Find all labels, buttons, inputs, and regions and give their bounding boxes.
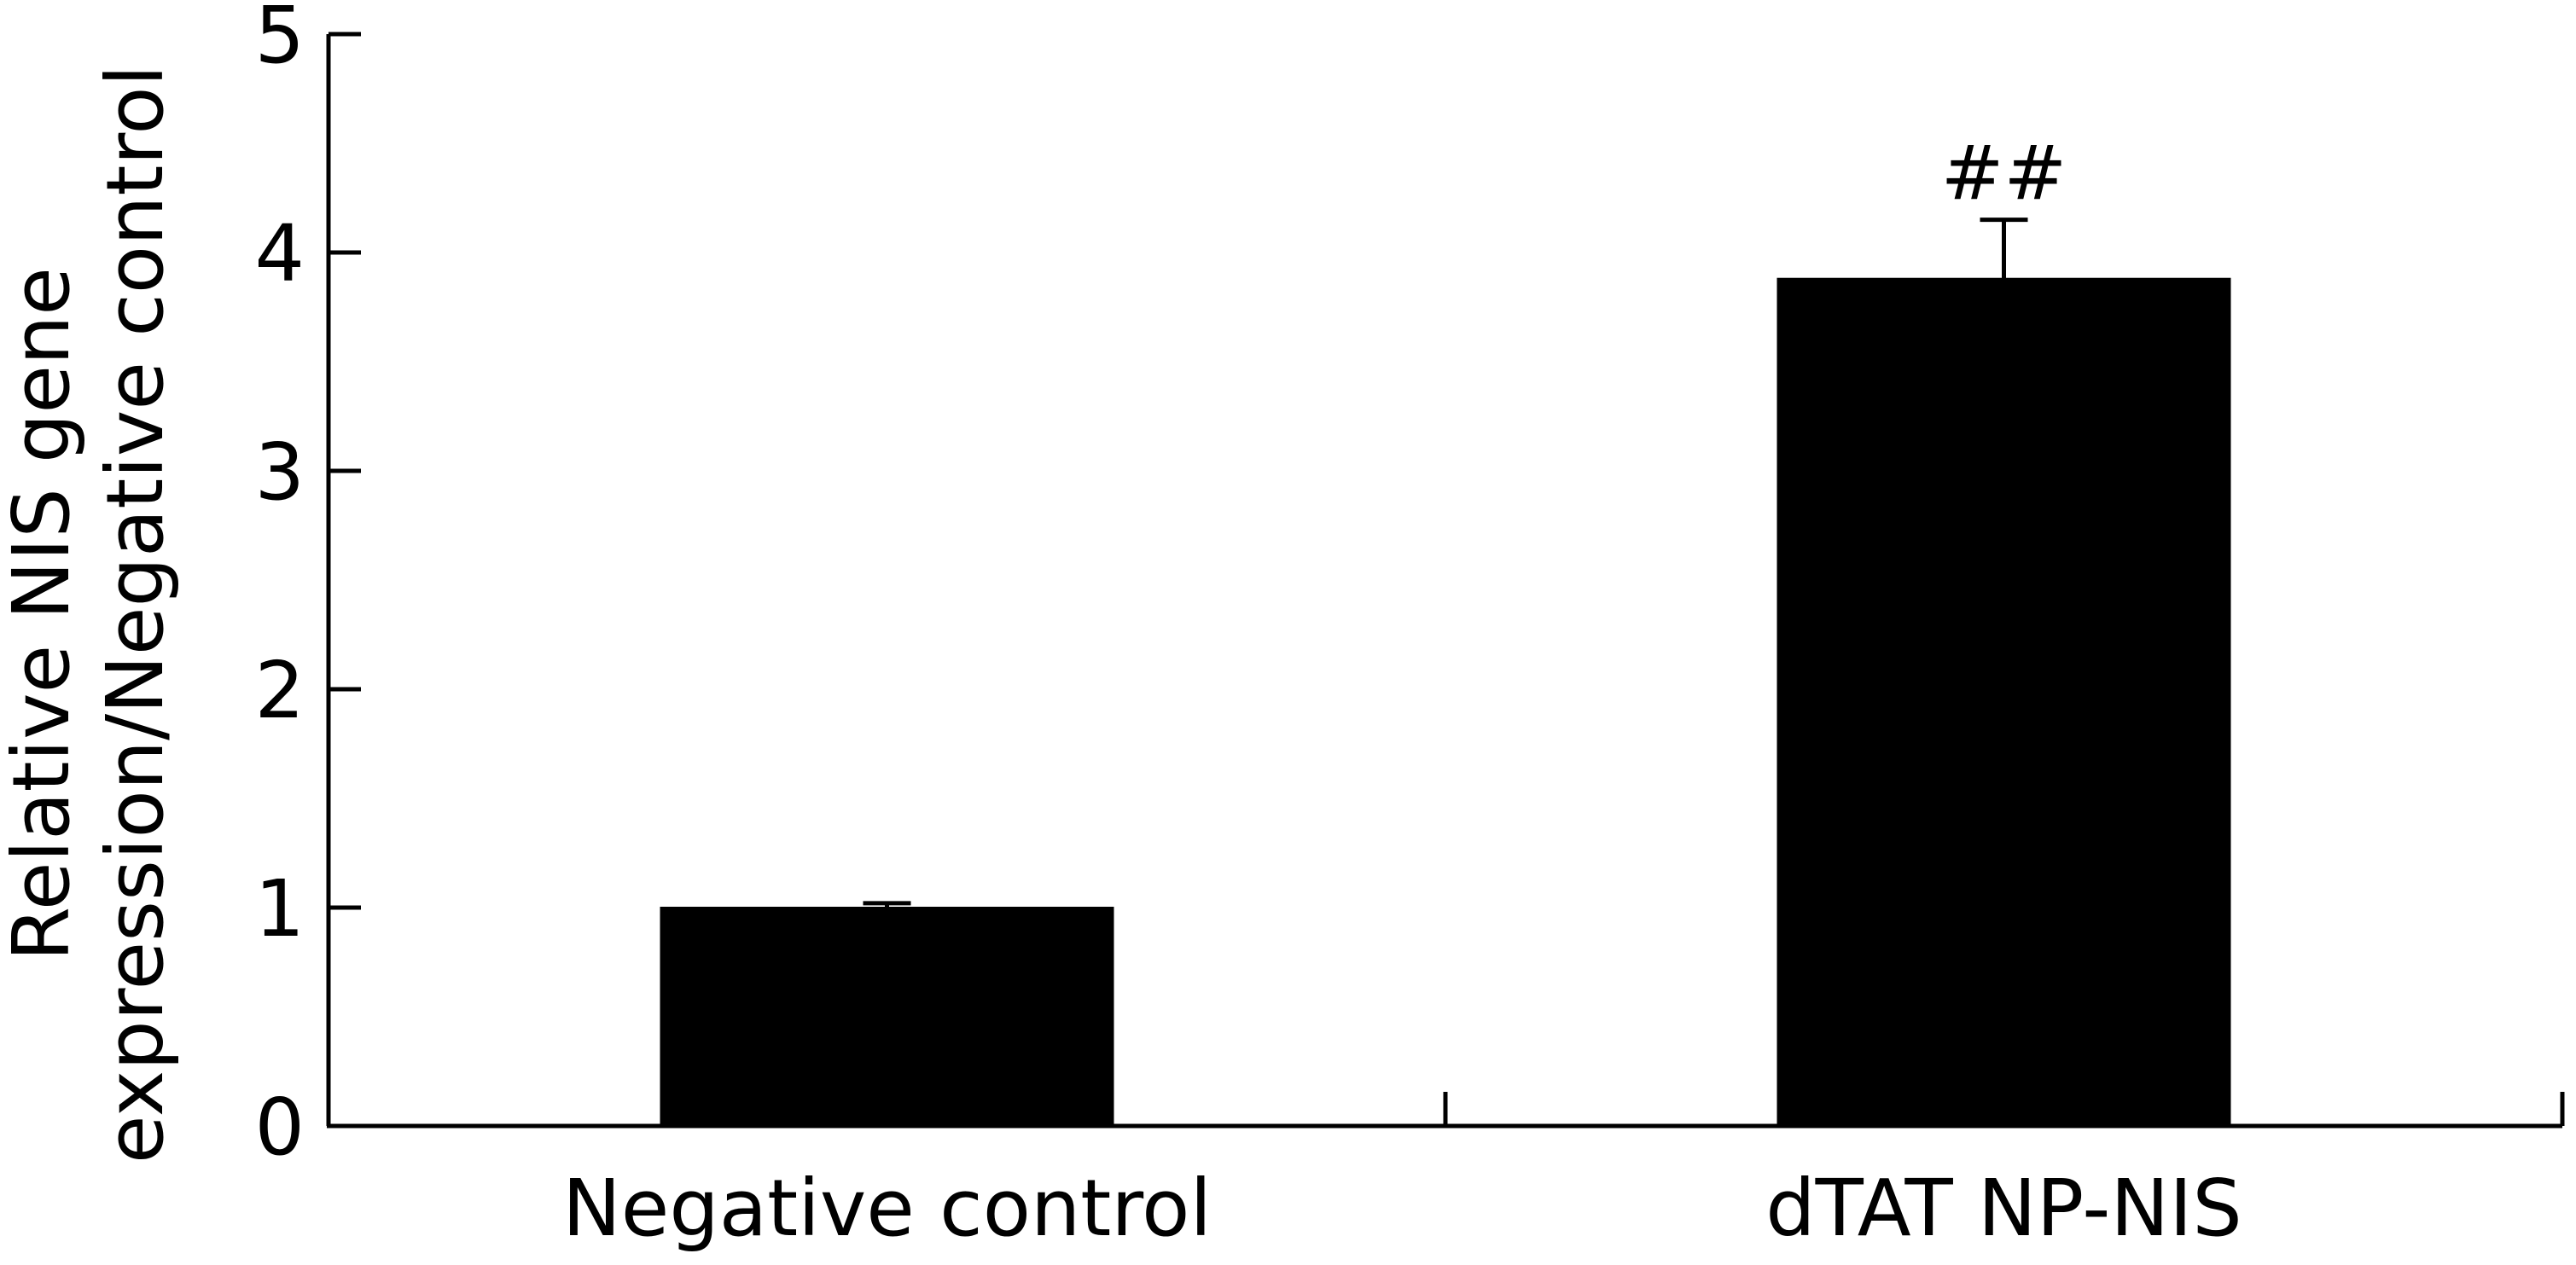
- y-axis-title-line-2: expression/Negative control: [90, 65, 181, 1163]
- y-tick-label: 1: [254, 863, 305, 955]
- bar: [1776, 277, 2231, 1128]
- y-axis-title: Relative NIS gene expression/Negative con…: [0, 65, 181, 1163]
- significance-marker: ##: [1941, 130, 2067, 218]
- error-bars: [863, 218, 2028, 908]
- x-category-labels: Negative control dTAT NP-NIS: [562, 1163, 2242, 1254]
- y-tick-label: 5: [254, 0, 305, 81]
- annotations: ##: [1941, 130, 2067, 218]
- y-tick-label: 2: [254, 645, 305, 736]
- x-category-label: dTAT NP-NIS: [1765, 1163, 2242, 1254]
- y-ticks: 0 1 2 3 4 5: [254, 0, 361, 1173]
- bar: [660, 907, 1114, 1127]
- bars: [660, 277, 2231, 1128]
- y-tick-label: 0: [254, 1082, 305, 1173]
- x-category-label: Negative control: [562, 1163, 1212, 1254]
- y-tick-label: 4: [254, 208, 305, 299]
- y-axis-title-line-1: Relative NIS gene: [0, 267, 87, 961]
- y-tick-label: 3: [254, 427, 305, 518]
